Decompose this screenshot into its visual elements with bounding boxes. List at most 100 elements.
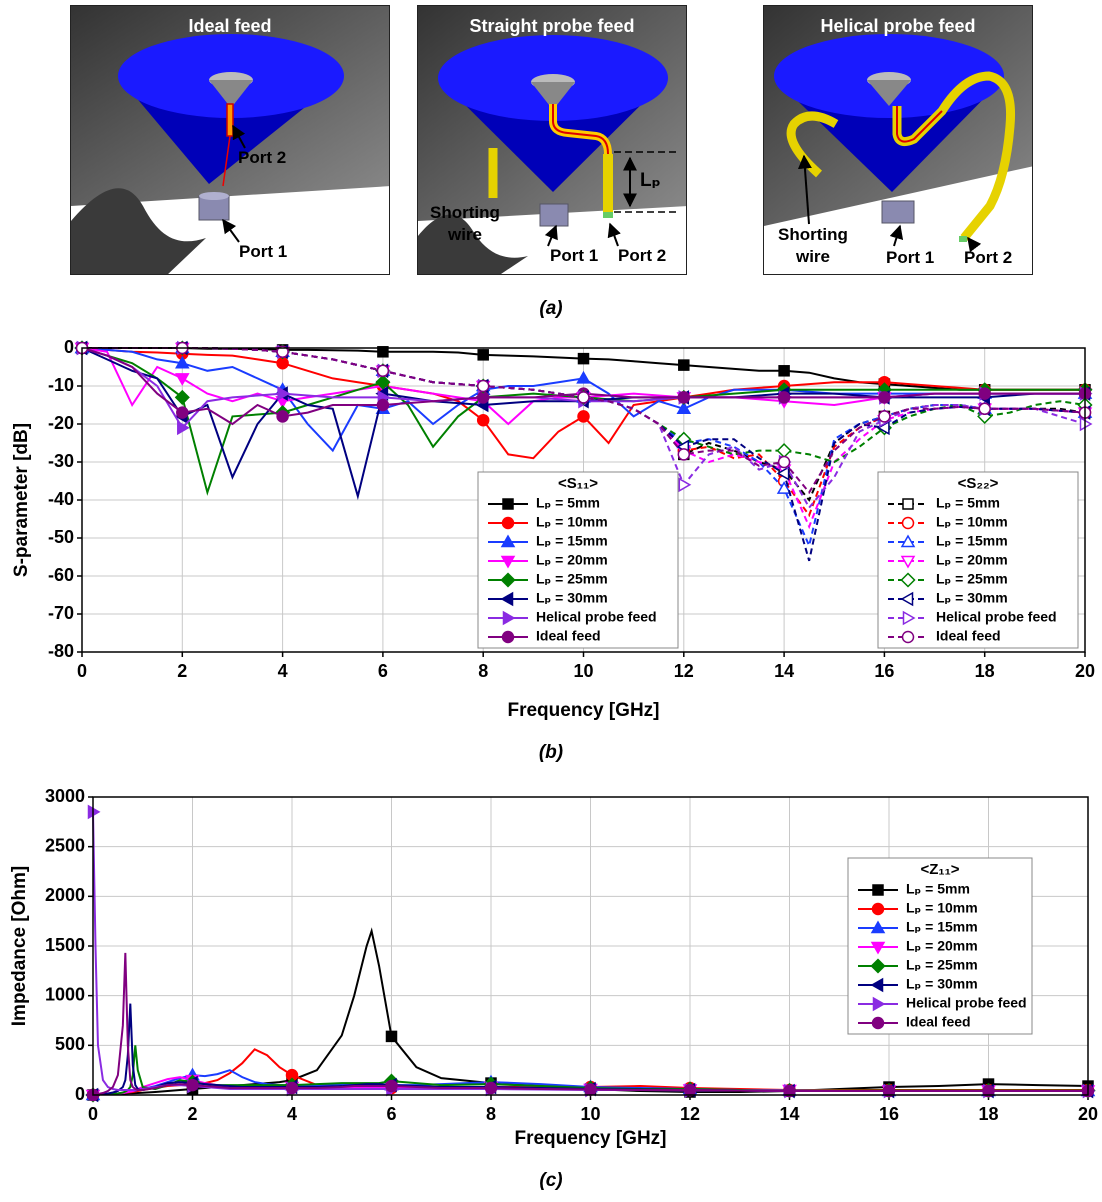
legend-label: Lₚ = 15mm (906, 919, 978, 935)
legend-marker (873, 904, 884, 915)
y-tick-label: -40 (48, 489, 74, 509)
legend-label: Lₚ = 20mm (936, 552, 1008, 568)
data-point (678, 392, 689, 403)
data-point (578, 411, 589, 422)
x-tick-label: 14 (774, 661, 794, 681)
y-tick-label: -20 (48, 413, 74, 433)
page: 02468101214161820-80-70-60-50-40-30-20-1… (0, 0, 1102, 1202)
panel-title: Straight probe feed (418, 16, 686, 37)
data-point (779, 457, 790, 468)
y-tick-label: -60 (48, 565, 74, 585)
panel-title: Helical probe feed (764, 16, 1032, 37)
label: Shorting wire (768, 224, 858, 268)
data-point (387, 1031, 397, 1041)
legend-label: Lₚ = 5mm (906, 881, 970, 897)
legend-title: <S₁₁> (558, 475, 598, 492)
legend-label: Lₚ = 15mm (936, 533, 1008, 549)
legend-label: Lₚ = 25mm (936, 571, 1008, 587)
legend-label: Helical probe feed (936, 609, 1057, 625)
y-tick-label: -30 (48, 451, 74, 471)
x-tick-label: 18 (978, 1104, 998, 1124)
data-point (679, 360, 689, 370)
caption: (b) (539, 742, 563, 763)
data-point (579, 354, 589, 364)
label: Lₚ (640, 169, 661, 192)
panel-title: Ideal feed (71, 16, 389, 37)
x-tick-label: 0 (77, 661, 87, 681)
legend-label: Lₚ = 5mm (936, 495, 1000, 511)
data-point (486, 1083, 497, 1094)
y-tick-label: 3000 (45, 786, 85, 806)
x-axis-label: Frequency [GHz] (507, 700, 659, 721)
x-tick-label: 6 (386, 1104, 396, 1124)
y-axis-label: Impedance [Ohm] (9, 866, 30, 1026)
legend-marker (503, 518, 514, 529)
legend-label: Lₚ = 30mm (536, 590, 608, 606)
x-tick-label: 2 (187, 1104, 197, 1124)
x-tick-label: 6 (378, 661, 388, 681)
y-tick-label: 1500 (45, 935, 85, 955)
legend-label: Helical probe feed (536, 609, 657, 625)
y-tick-label: 2000 (45, 885, 85, 905)
data-point (979, 403, 990, 414)
label: Port 1 (550, 246, 598, 266)
data-point (685, 1085, 696, 1096)
legend-label: Helical probe feed (906, 995, 1027, 1011)
x-tick-label: 14 (779, 1104, 799, 1124)
x-tick-label: 12 (680, 1104, 700, 1124)
y-axis-label: S-parameter [dB] (11, 423, 32, 577)
legend-label: Lₚ = 15mm (536, 533, 608, 549)
y-tick-label: -80 (48, 641, 74, 661)
legend-marker (903, 632, 914, 643)
x-axis-label: Frequency [GHz] (514, 1128, 666, 1149)
data-point (578, 392, 589, 403)
data-point (187, 1080, 198, 1091)
y-tick-label: 0 (75, 1084, 85, 1104)
data-point (478, 381, 489, 392)
x-tick-label: 16 (874, 661, 894, 681)
label: Port 2 (964, 248, 1012, 268)
data-point (879, 411, 890, 422)
data-point (377, 365, 388, 376)
legend-marker (503, 499, 513, 509)
label: Port 1 (886, 248, 934, 268)
legend-label: Lₚ = 25mm (906, 957, 978, 973)
data-point (386, 1081, 397, 1092)
legend-title: <S₂₂> (958, 475, 999, 492)
x-tick-label: 2 (177, 661, 187, 681)
legend-label: Ideal feed (936, 628, 1001, 644)
y-tick-label: -50 (48, 527, 74, 547)
y-tick-label: -10 (48, 375, 74, 395)
label: Shorting wire (420, 202, 510, 246)
data-point (377, 400, 388, 411)
x-tick-label: 16 (879, 1104, 899, 1124)
x-tick-label: 20 (1078, 1104, 1098, 1124)
label: Port 2 (618, 246, 666, 266)
y-tick-label: 500 (55, 1034, 85, 1054)
panel-drawing (71, 6, 390, 275)
legend-label: Ideal feed (536, 628, 601, 644)
data-point (979, 388, 990, 399)
legend-marker (903, 518, 914, 529)
y-tick-label: 0 (64, 337, 74, 357)
panel-straight: Straight probe feed Shorting wire Port 1… (417, 5, 687, 275)
x-tick-label: 20 (1075, 661, 1095, 681)
data-point (478, 350, 488, 360)
y-tick-label: 1000 (45, 984, 85, 1004)
x-tick-label: 10 (580, 1104, 600, 1124)
legend-label: Lₚ = 5mm (536, 495, 600, 511)
legend-label: Lₚ = 10mm (536, 514, 608, 530)
legend-label: Lₚ = 20mm (906, 938, 978, 954)
legend-title: <Z₁₁> (920, 861, 959, 878)
legend-label: Lₚ = 20mm (536, 552, 608, 568)
data-point (287, 1083, 298, 1094)
panel-ideal: Ideal feed Port 2 Port 1 (70, 5, 390, 275)
legend-label: Lₚ = 10mm (936, 514, 1008, 530)
x-tick-label: 4 (287, 1104, 297, 1124)
data-point (779, 392, 790, 403)
y-tick-label: -70 (48, 603, 74, 623)
legend-label: Ideal feed (906, 1014, 971, 1030)
label: Port 2 (238, 148, 286, 168)
legend-marker (903, 499, 913, 509)
x-tick-label: 8 (486, 1104, 496, 1124)
